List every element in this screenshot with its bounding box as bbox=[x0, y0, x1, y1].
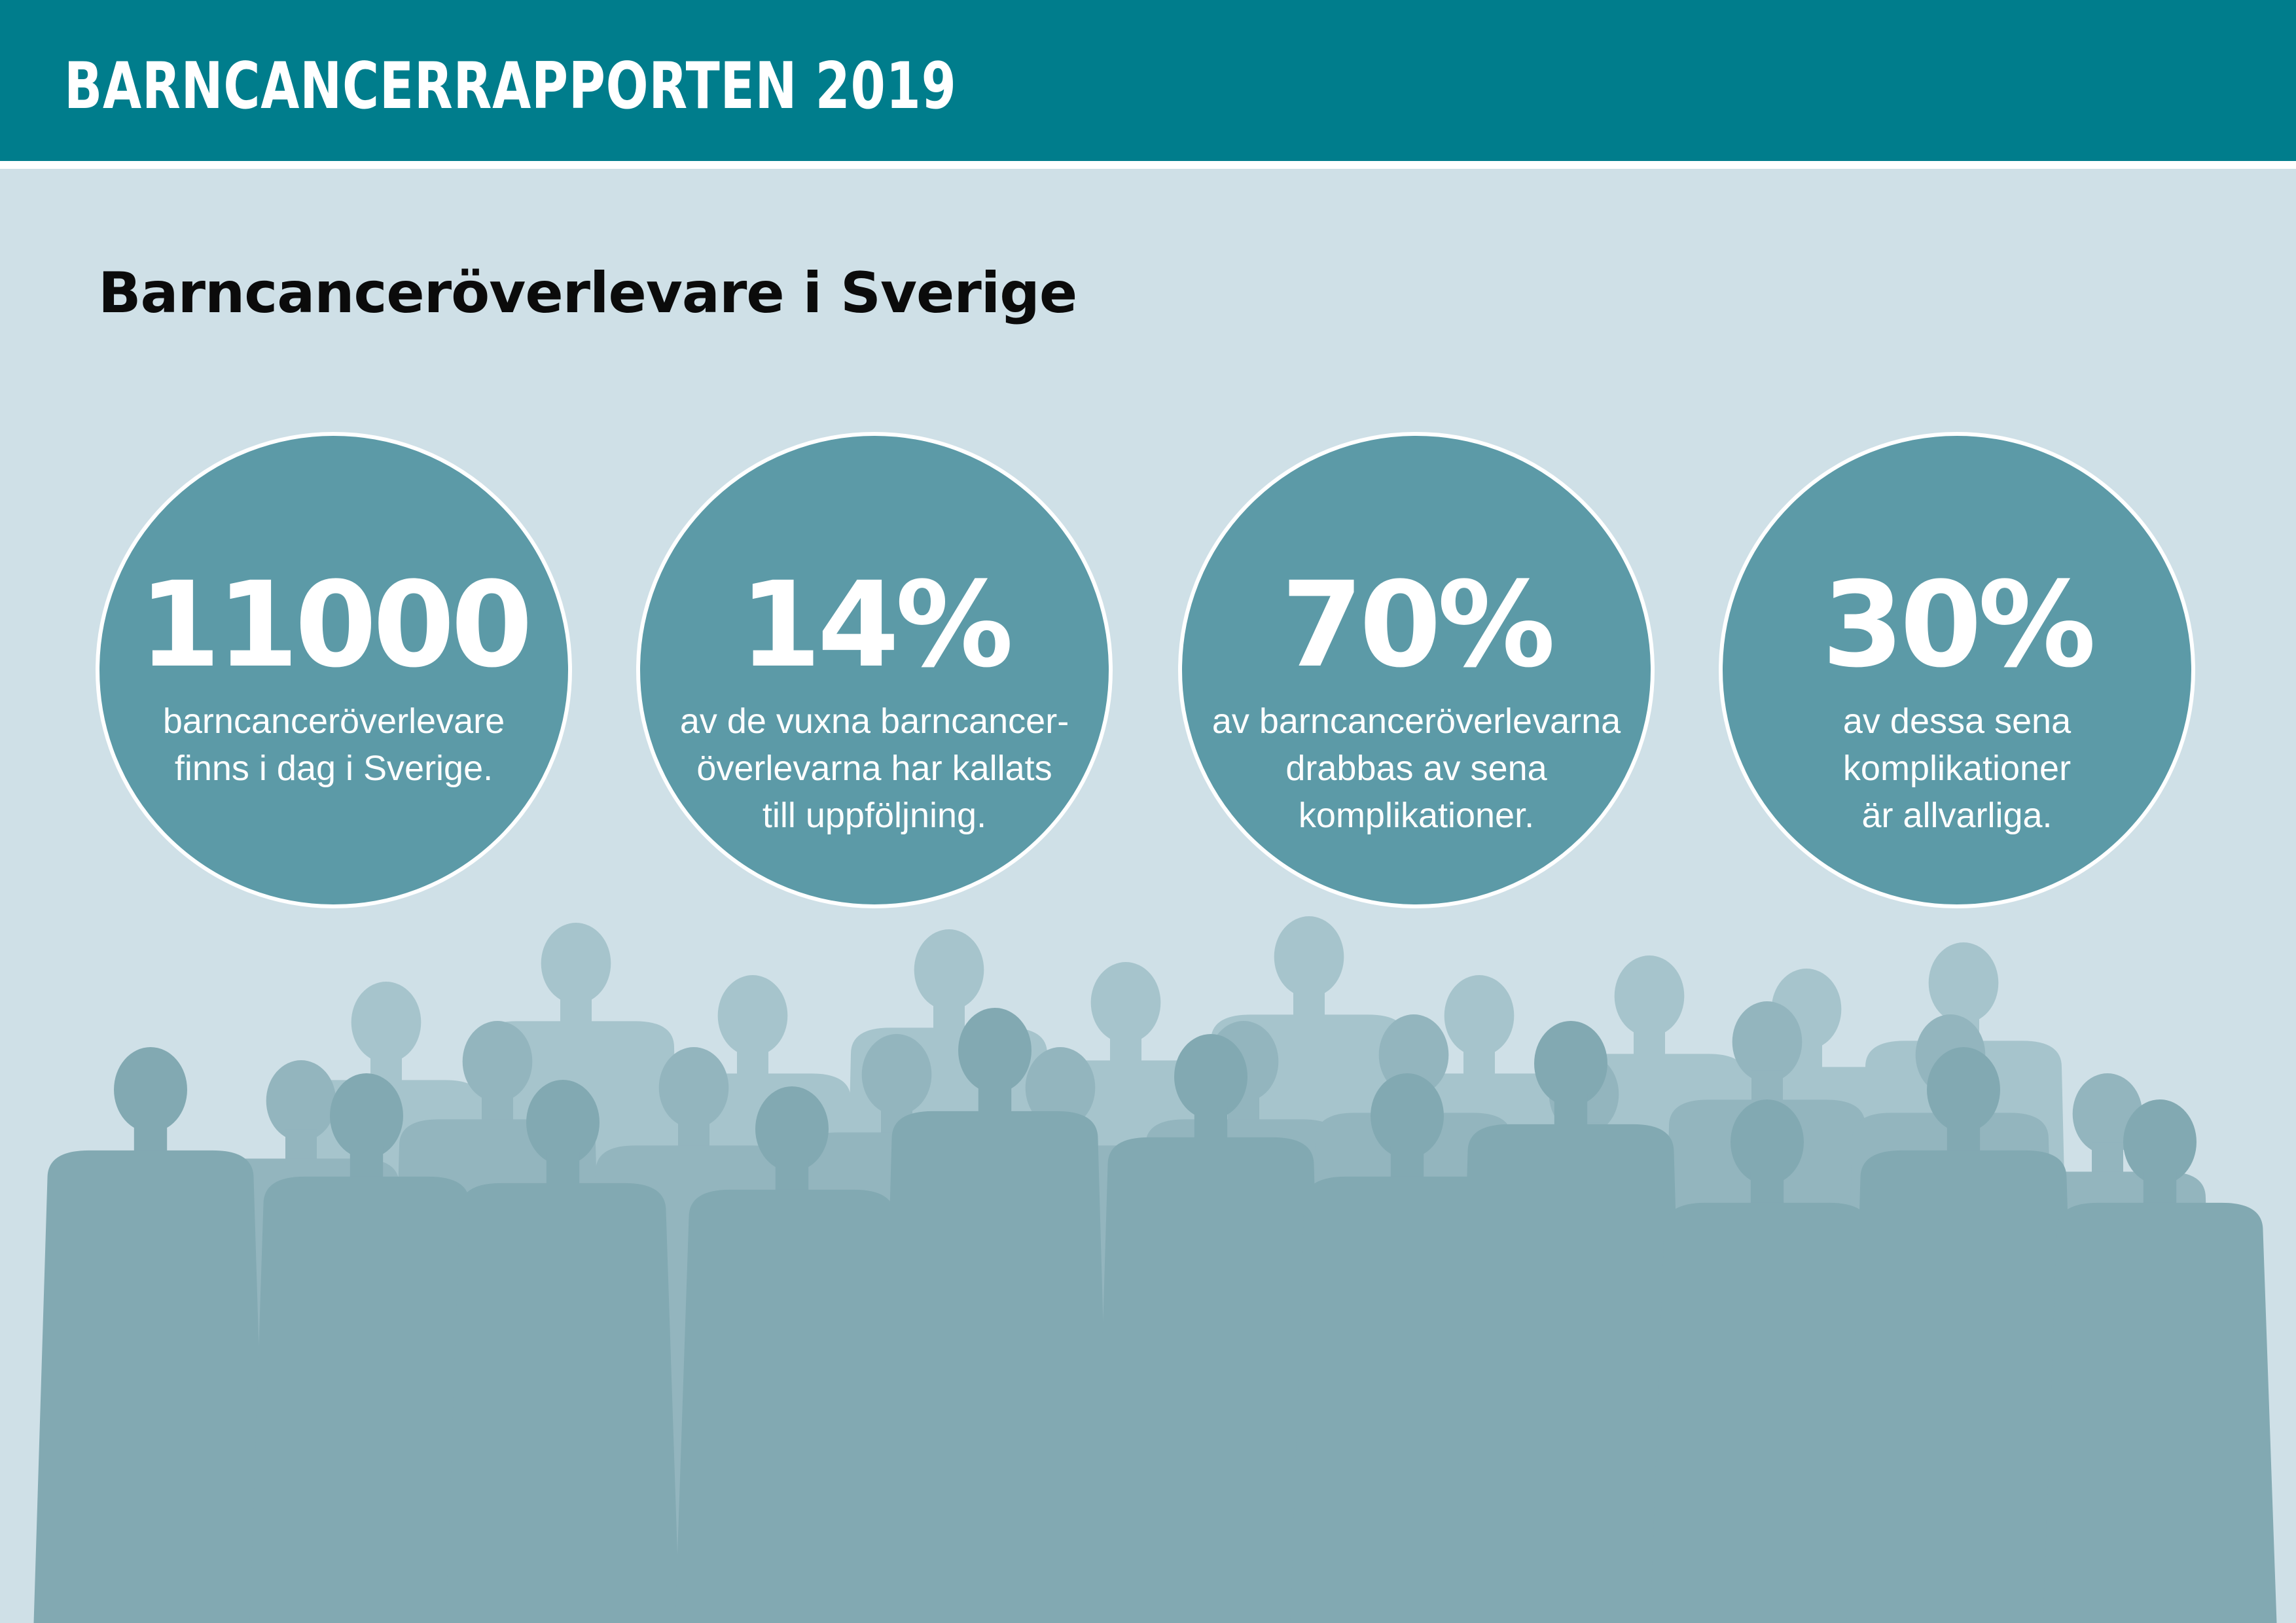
person-front-1 bbox=[249, 1073, 484, 1623]
stat-description: av de vuxna barncancer- överlevarna har … bbox=[679, 702, 1069, 835]
header-bar: BARNCANCERRAPPORTEN 2019 bbox=[0, 0, 2296, 161]
person-front-3 bbox=[675, 1086, 909, 1623]
person-front-4 bbox=[878, 1008, 1112, 1623]
report-title: BARNCANCERRAPPORTEN 2019 bbox=[64, 49, 957, 124]
page-title: Barncanceröverlevare i Sverige bbox=[98, 260, 1077, 326]
stat-value: 70% bbox=[1281, 557, 1556, 694]
stat-value: 11000 bbox=[138, 557, 533, 694]
stat-description: av barncanceröverlevarna drabbas av sena… bbox=[1211, 702, 1621, 835]
stat-value: 14% bbox=[739, 557, 1014, 694]
person-front-7 bbox=[1454, 1021, 1688, 1623]
person-front-10 bbox=[2043, 1099, 2277, 1623]
crowd-silhouette-illustration bbox=[0, 903, 2296, 1623]
stat-circle-follow-up: 14% av de vuxna barncancer- överlevarna … bbox=[636, 432, 1113, 908]
crowd-silhouette-svg bbox=[33, 916, 2277, 1623]
stat-value: 30% bbox=[1821, 557, 2096, 694]
person-front-0 bbox=[33, 1047, 268, 1623]
person-front-2 bbox=[446, 1080, 680, 1623]
header-divider bbox=[0, 161, 2296, 169]
person-front-9 bbox=[1846, 1047, 2081, 1623]
crowd-front-row bbox=[33, 1008, 2277, 1623]
stat-circle-survivors: 11000 barncanceröverlevare finns i dag i… bbox=[96, 432, 572, 908]
person-front-8 bbox=[1650, 1099, 1884, 1623]
stat-description: av dessa sena komplikationer är allvarli… bbox=[1842, 702, 2072, 835]
stat-circle-serious-complications: 30% av dessa sena komplikationer är allv… bbox=[1719, 432, 2195, 908]
stat-circle-late-complications: 70% av barncanceröverlevarna drabbas av … bbox=[1178, 432, 1655, 908]
person-front-5 bbox=[1094, 1034, 1328, 1623]
stat-description: barncanceröverlevare finns i dag i Sveri… bbox=[162, 702, 505, 788]
